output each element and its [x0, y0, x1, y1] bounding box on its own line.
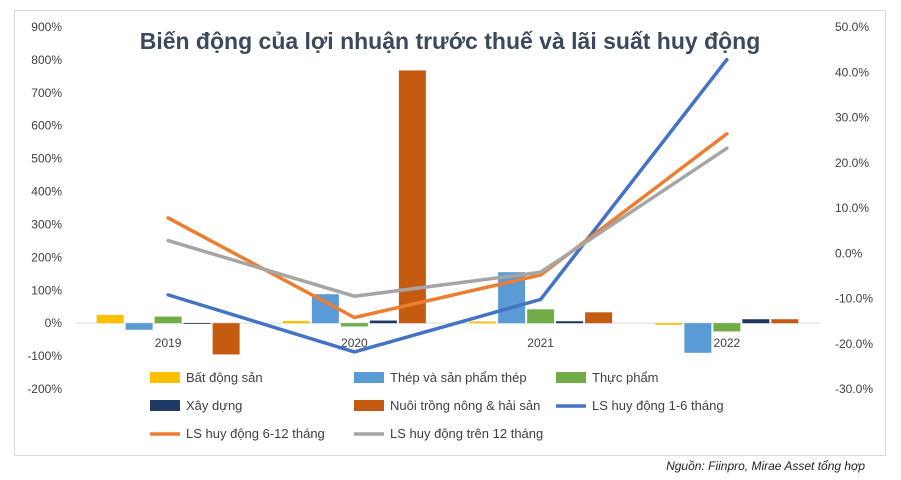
left-axis-tick-label: 800%	[31, 53, 62, 67]
right-axis-tick-label: 50.0%	[835, 20, 869, 34]
legend-label: LS huy động 6-12 tháng	[186, 426, 325, 441]
bar	[527, 309, 555, 324]
bar	[655, 323, 683, 325]
legend-label: Nuôi trồng nông & hải sản	[390, 398, 540, 413]
left-axis-tick-label: 200%	[31, 250, 62, 264]
bar	[340, 323, 368, 327]
left-axis-tick-label: 0%	[45, 316, 63, 330]
x-axis-tick-label: 2021	[527, 336, 554, 350]
legend-swatch	[354, 372, 384, 383]
bar	[556, 321, 584, 324]
left-axis-tick-label: 400%	[31, 185, 62, 199]
right-axis-tick-label: 30.0%	[835, 111, 869, 125]
left-axis-tick-label: 300%	[31, 217, 62, 231]
right-axis-tick-label: 20.0%	[835, 156, 869, 170]
right-axis-tick-label: -20.0%	[835, 337, 873, 351]
chart: Biến động của lợi nhuận trước thuế và lã…	[27, 20, 873, 441]
bar	[742, 319, 770, 324]
bar	[183, 323, 211, 324]
series-line	[166, 132, 729, 320]
right-axis-tick-label: -30.0%	[835, 382, 873, 396]
left-axis-tick-label: 500%	[31, 152, 62, 166]
x-axis-tick-label: 2020	[341, 336, 368, 350]
x-axis-tick-label: 2019	[155, 336, 182, 350]
bar	[713, 323, 741, 332]
right-axis-tick-label: 40.0%	[835, 65, 869, 79]
right-axis-tick-label: 10.0%	[835, 201, 869, 215]
chart-frame	[14, 10, 886, 456]
bar	[469, 321, 497, 324]
legend-swatch	[150, 400, 180, 411]
legend-swatch	[556, 372, 586, 383]
legend-label: Thực phẩm	[592, 370, 659, 385]
left-axis-tick-label: 700%	[31, 86, 62, 100]
bar	[125, 323, 153, 330]
bar	[154, 316, 182, 324]
x-axis-tick-label: 2022	[714, 336, 741, 350]
bar	[282, 320, 310, 324]
series-line	[166, 57, 729, 354]
bar	[684, 323, 712, 353]
bar	[96, 314, 124, 324]
legend-label: Bất động sản	[186, 370, 263, 385]
legend-label: LS huy động 1-6 tháng	[592, 398, 724, 413]
bar	[585, 312, 613, 324]
left-axis-tick-label: 600%	[31, 119, 62, 133]
legend-swatch	[354, 400, 384, 411]
left-axis-tick-label: -200%	[27, 382, 62, 396]
source-note: Nguồn: Fiinpro, Mirae Asset tổng hợp	[666, 459, 865, 473]
bar	[771, 319, 799, 324]
legend-label: LS huy động trên 12 tháng	[390, 426, 543, 441]
right-axis-tick-label: -10.0%	[835, 292, 873, 306]
bar	[369, 320, 397, 324]
series-line	[166, 146, 729, 298]
legend-label: Xây dựng	[186, 398, 242, 413]
bar	[398, 70, 426, 324]
right-axis-tick-label: 0.0%	[835, 246, 863, 260]
legend-label: Thép và sản phẩm thép	[390, 370, 527, 385]
chart-title: Biến động của lợi nhuận trước thuế và lã…	[140, 28, 761, 54]
left-axis-tick-label: -100%	[27, 349, 62, 363]
left-axis-tick-label: 900%	[31, 20, 62, 34]
legend-swatch	[150, 372, 180, 383]
bar	[212, 323, 240, 355]
left-axis-tick-label: 100%	[31, 283, 62, 297]
